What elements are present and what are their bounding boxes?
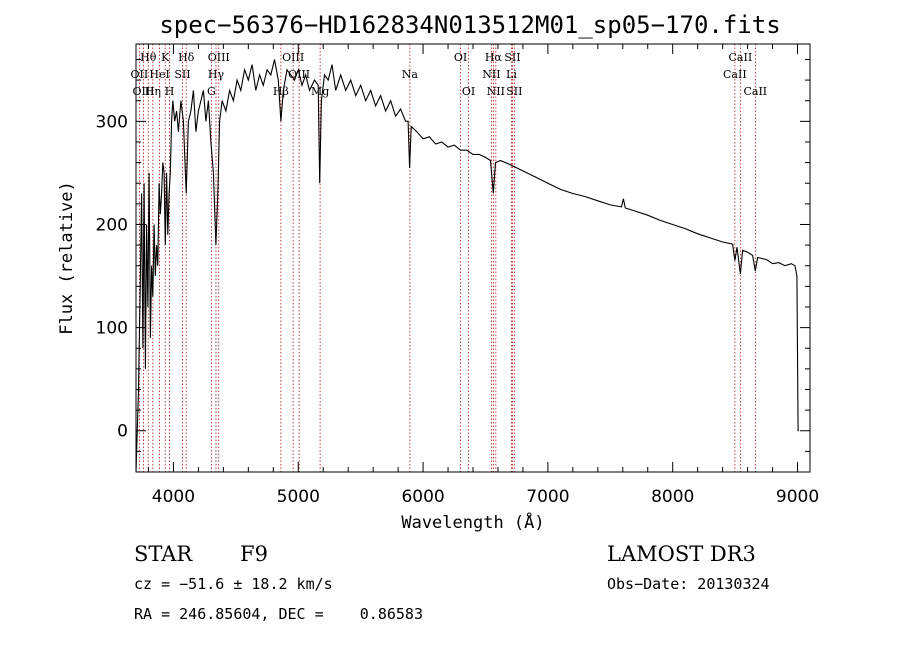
x-tick-label: 9000 — [776, 487, 819, 507]
spectral-line-label: OIII — [132, 85, 154, 98]
spectral-line-label: Li — [506, 68, 517, 81]
spectral-line-label: Na — [402, 68, 419, 81]
x-tick-label: 6000 — [401, 487, 444, 507]
plot-frame — [135, 43, 811, 473]
object-type: STAR — [134, 542, 193, 566]
spectral-line-label: Hβ — [273, 85, 289, 98]
spectral-line-label: SII — [504, 51, 520, 64]
spectral-line-label: NII — [487, 85, 505, 98]
y-tick-label: 0 — [117, 422, 128, 442]
spectral-line-label: CaII — [729, 51, 753, 64]
spectral-line-label: Hδ — [178, 51, 195, 64]
spectral-line-label: OIII — [208, 51, 230, 64]
spectral-line-label: Hθ — [140, 51, 157, 64]
spectral-line-label: Hη — [145, 85, 161, 98]
flux-series-line — [135, 59, 799, 473]
redshift-cz: cz = −51.6 ± 18.2 km/s — [134, 575, 333, 593]
spectral-line-label: CaII — [743, 85, 767, 98]
spectral-line-markers — [138, 44, 756, 472]
coordinates: RA = 246.85604, DEC = 0.86583 — [134, 605, 423, 623]
spectral-line-label: Hγ — [208, 68, 225, 81]
spectral-line-label: H — [165, 85, 175, 98]
spectral-line-label: OIII — [282, 51, 304, 64]
spectral-line-label: NII — [482, 68, 500, 81]
spectral-line-label: SII — [506, 85, 522, 98]
y-axis-label: Flux (relative) — [57, 181, 77, 335]
spectral-line-label: OI — [454, 51, 467, 64]
y-tick-label: 200 — [96, 215, 128, 235]
y-tick-label: 100 — [96, 319, 128, 339]
y-tick-label: 300 — [96, 112, 128, 132]
spectral-line-label: CaII — [723, 68, 747, 81]
spectral-line-label: OI — [462, 85, 475, 98]
x-tick-label: 7000 — [526, 487, 569, 507]
x-tick-label: 5000 — [277, 487, 320, 507]
spectral-line-label: OII — [131, 68, 149, 81]
chart-title: spec−56376−HD162834N013512M01_sp05−170.f… — [159, 11, 780, 39]
y-axis-ticks: 0 100 200 300 — [96, 58, 810, 452]
survey-name: LAMOST DR3 — [607, 542, 756, 566]
spectral-subclass: F9 — [240, 542, 268, 566]
spectral-line-label: Mg — [311, 85, 329, 98]
spectral-line-label: G — [207, 85, 216, 98]
x-tick-label: 8000 — [651, 487, 694, 507]
x-axis-ticks: 4000 5000 6000 7000 8000 9000 — [147, 44, 819, 507]
spectral-line-label: HeI — [149, 68, 169, 81]
x-tick-label: 4000 — [152, 487, 195, 507]
spectral-line-label: SII — [174, 68, 190, 81]
spectral-line-label: K — [161, 51, 170, 64]
observation-date: Obs−Date: 20130324 — [607, 575, 770, 593]
x-axis-label: Wavelength (Å) — [401, 511, 544, 533]
spectral-line-label: Hα — [485, 51, 503, 64]
